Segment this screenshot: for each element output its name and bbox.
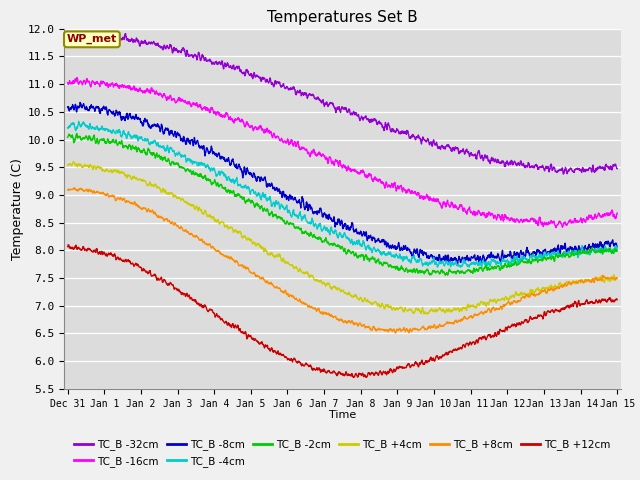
Text: WP_met: WP_met bbox=[67, 34, 117, 45]
Legend: TC_B -32cm, TC_B -16cm, TC_B -8cm, TC_B -4cm, TC_B -2cm, TC_B +4cm, TC_B +8cm, T: TC_B -32cm, TC_B -16cm, TC_B -8cm, TC_B … bbox=[70, 435, 614, 471]
Y-axis label: Temperature (C): Temperature (C) bbox=[12, 158, 24, 260]
Title: Temperatures Set B: Temperatures Set B bbox=[267, 10, 418, 25]
X-axis label: Time: Time bbox=[329, 410, 356, 420]
